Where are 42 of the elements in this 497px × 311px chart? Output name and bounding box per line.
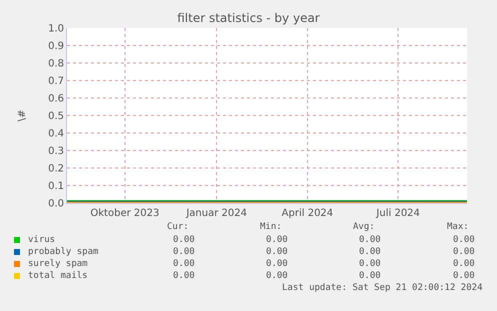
y-tick-label: 0.2	[48, 164, 64, 174]
x-tick-label: Januar 2024	[185, 208, 247, 219]
y-tick-label: 0.5	[48, 111, 64, 122]
y-tick-label: 0.4	[48, 128, 64, 140]
text: 0.00	[359, 259, 381, 269]
x-tick-label: April 2024	[282, 208, 334, 219]
x-tick-label: Juli 2024	[375, 208, 420, 219]
text: 0.00	[359, 247, 381, 257]
text: 0.00	[359, 235, 381, 245]
text: 0.00	[266, 271, 288, 281]
text: 0.00	[453, 247, 475, 257]
text: Max:	[447, 222, 469, 232]
text: Avg:	[353, 222, 375, 232]
text: Min:	[260, 222, 282, 232]
text: 0.00	[453, 271, 475, 281]
legend-label: probably spam	[28, 247, 98, 257]
text: 0.00	[173, 247, 195, 257]
text: 0.00	[266, 247, 288, 257]
chart-title: filter statistics - by year	[177, 11, 320, 26]
y-tick-label: 0.6	[48, 94, 64, 104]
x-tick-label: Oktober 2023	[90, 208, 160, 219]
y-tick-label: 0.8	[48, 58, 64, 70]
text: 0.00	[173, 271, 195, 281]
y-tick-label: 0.3	[48, 146, 64, 157]
text: 0.00	[173, 235, 195, 245]
text: 0.00	[453, 259, 475, 269]
legend-label: virus	[28, 235, 56, 245]
y-axis-title: \#	[17, 110, 28, 122]
text: 0.00	[266, 235, 288, 245]
text: Cur:	[167, 222, 189, 232]
y-tick-label: 0.7	[48, 76, 64, 87]
y-tick-label: 1.0	[48, 24, 64, 34]
text: 0.00	[453, 235, 475, 245]
y-tick-label: 0.9	[48, 41, 64, 52]
y-tick-label: 0.0	[48, 198, 64, 210]
legend-label: surely spam	[28, 259, 88, 269]
y-tick-label: 0.1	[48, 181, 64, 192]
text: Last update: Sat Sep 21 02:00:12 2024	[282, 283, 482, 293]
text: 0.00	[359, 271, 381, 281]
text: 0.00	[173, 259, 195, 269]
text: 0.00	[266, 259, 288, 269]
legend-label: total mails	[28, 271, 88, 281]
